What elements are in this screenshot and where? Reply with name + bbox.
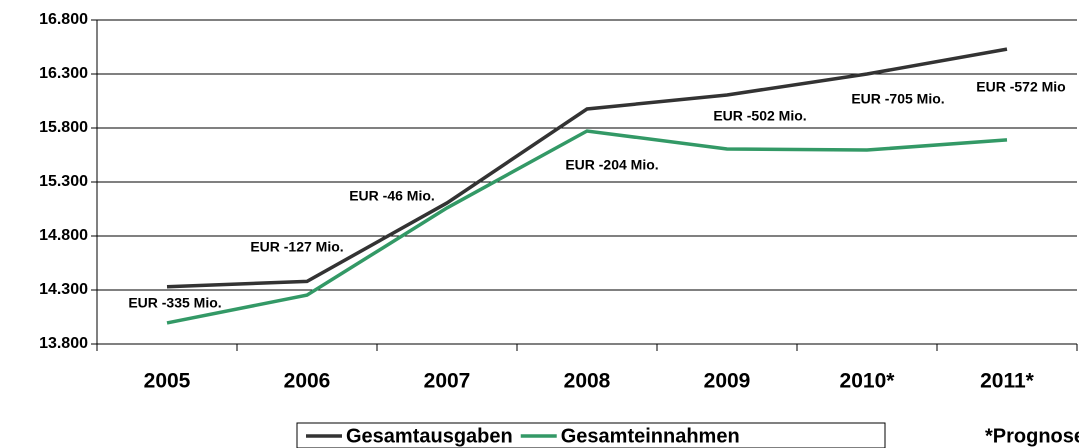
y-tick-label: 15.300 <box>39 173 88 190</box>
y-tick-label: 14.300 <box>39 281 88 298</box>
annotation: EUR -127 Mio. <box>250 239 343 255</box>
annotation: EUR -572 Mio <box>976 79 1065 95</box>
annotation: EUR -705 Mio. <box>851 91 944 107</box>
y-tick-label: 16.300 <box>39 65 88 82</box>
note: *Prognose <box>985 425 1079 447</box>
legend-label: Gesamtausgaben <box>346 425 513 447</box>
annotation: EUR -46 Mio. <box>349 188 435 204</box>
x-tick-label: 2010* <box>840 370 896 393</box>
legend-label: Gesamteinnahmen <box>561 425 740 447</box>
x-tick-label: 2005 <box>144 370 191 393</box>
annotation: EUR -204 Mio. <box>565 157 658 173</box>
x-tick-label: 2007 <box>424 370 471 393</box>
x-tick-label: 2006 <box>284 370 331 393</box>
annotation: EUR -335 Mio. <box>128 295 221 311</box>
y-tick-label: 15.800 <box>39 119 88 136</box>
y-tick-label: 16.800 <box>39 11 88 28</box>
series-line <box>166 129 1008 325</box>
x-tick-label: 2011* <box>980 370 1035 393</box>
legend-box <box>296 422 886 448</box>
y-tick-label: 13.800 <box>39 335 88 352</box>
series-line <box>166 47 1008 289</box>
x-tick-label: 2008 <box>564 370 611 393</box>
x-tick-label: 2009 <box>704 370 751 393</box>
annotation: EUR -502 Mio. <box>713 108 806 124</box>
y-tick-label: 14.800 <box>39 227 88 244</box>
